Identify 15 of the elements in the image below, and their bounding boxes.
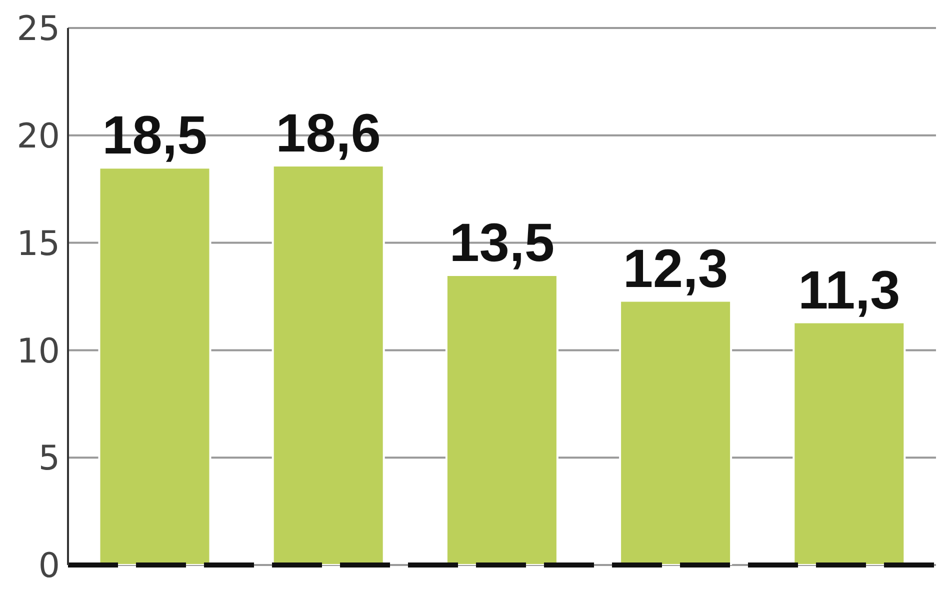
y-tick-label: 25 xyxy=(16,9,60,50)
data-label: 18,6 xyxy=(276,103,381,164)
data-label: 11,3 xyxy=(798,260,900,320)
bar xyxy=(792,321,906,565)
y-tick-label: 20 xyxy=(16,116,60,156)
y-tick-label: 10 xyxy=(16,331,60,372)
bar xyxy=(445,274,558,565)
data-label: 12,3 xyxy=(622,238,728,299)
y-tick-label: 0 xyxy=(38,546,60,586)
bar xyxy=(619,300,732,565)
y-tick-label: 5 xyxy=(38,438,60,479)
data-label: 18,5 xyxy=(102,106,208,166)
bar xyxy=(98,166,212,565)
y-tick-label: 15 xyxy=(16,224,60,264)
data-label: 13,5 xyxy=(449,213,555,274)
